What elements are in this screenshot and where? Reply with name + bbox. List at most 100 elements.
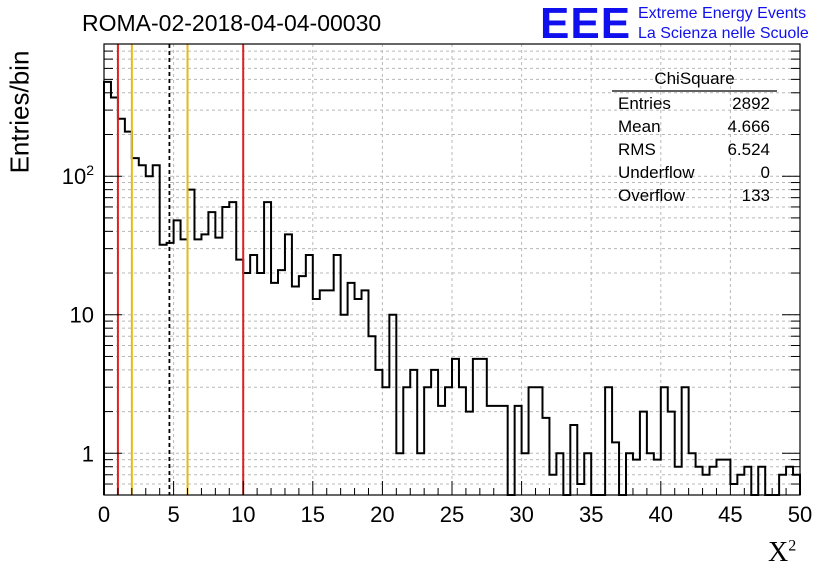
histogram-bin [459, 387, 466, 495]
histogram-bin [431, 370, 438, 495]
histogram-bin [577, 484, 584, 495]
histogram-bin [494, 406, 501, 495]
histogram-bin [549, 475, 556, 495]
histogram-bin [445, 387, 452, 495]
histogram-bin [723, 460, 730, 495]
histogram-bin [194, 239, 201, 495]
stats-key: Underflow [618, 163, 695, 182]
histogram-bin [612, 442, 619, 495]
histogram-bin [299, 276, 306, 495]
histogram-bin [250, 255, 257, 495]
histogram-bin [487, 406, 494, 495]
histogram-bin [501, 406, 508, 495]
y-tick-label-superscript: 2 [86, 162, 94, 178]
histogram-bin [661, 387, 668, 495]
x-tick-label: 20 [370, 502, 394, 527]
eee-logo: EEE [540, 0, 632, 48]
histogram-bin [264, 202, 271, 495]
histogram-bin [174, 220, 181, 495]
x-tick-label: 45 [718, 502, 742, 527]
histogram-bin [730, 484, 737, 495]
histogram-bin [633, 460, 640, 495]
x-axis-label: X2 [768, 537, 796, 569]
histogram-bin [111, 97, 118, 495]
stats-value: 6.524 [727, 140, 770, 159]
stats-value: 4.666 [727, 117, 770, 136]
histogram-bin [306, 255, 313, 495]
y-tick-label: 10 [70, 303, 94, 328]
histogram-bin [536, 387, 543, 495]
histogram-bin [341, 315, 348, 495]
histogram-bin [737, 475, 744, 495]
histogram-bin [222, 207, 229, 495]
histogram-bin [515, 406, 522, 495]
histogram-bin [529, 387, 536, 495]
x-tick-label: 30 [509, 502, 533, 527]
stats-value: 0 [760, 163, 770, 182]
histogram-bin [146, 176, 153, 495]
histogram-bin [188, 190, 195, 495]
histogram-bin [215, 238, 222, 495]
histogram-bin [654, 460, 661, 495]
histogram-bin [334, 255, 341, 495]
histogram-bin [424, 387, 431, 495]
x-axis-label-superscript: 2 [788, 537, 797, 555]
histogram-bin [208, 212, 215, 495]
histogram-bin [758, 467, 765, 495]
stats-value: 133 [741, 186, 770, 205]
logo-line-2: La Scienza nelle Scuole [638, 25, 809, 42]
histogram-outline [103, 80, 801, 496]
histogram-bin [181, 239, 188, 495]
histogram-bin [675, 467, 682, 495]
histogram-bin [139, 165, 146, 495]
histogram-bin [229, 202, 236, 495]
x-axis-label-text: X [768, 537, 789, 568]
histogram [103, 80, 801, 496]
grid [104, 44, 800, 495]
histogram-bin [153, 165, 160, 495]
histogram-bin [744, 467, 751, 495]
histogram-bin [438, 406, 445, 495]
axis-ticks [103, 50, 801, 495]
y-tick-label: 102 [62, 162, 94, 189]
histogram-bin [292, 286, 299, 495]
histogram-bin [243, 273, 250, 495]
x-tick-label: 25 [440, 502, 464, 527]
histogram-bin [703, 475, 710, 495]
histogram-bin [125, 132, 132, 495]
stats-key: Mean [618, 117, 661, 136]
logo-line-1: Extreme Energy Events [638, 5, 807, 22]
histogram-bin [104, 82, 111, 495]
histogram-bin [793, 475, 800, 495]
histogram-bin [368, 336, 375, 495]
histogram-bin [375, 370, 382, 495]
histogram-bin [605, 387, 612, 495]
histogram-bin [542, 418, 549, 495]
stats-key: RMS [618, 140, 656, 159]
y-axis-label: Entries/bin [4, 50, 35, 174]
chart-title: ROMA-02-2018-04-04-00030 [82, 10, 382, 36]
histogram-bin [382, 387, 389, 495]
stats-key: Overflow [618, 186, 686, 205]
cut-lines [116, 44, 245, 495]
x-tick-label: 40 [649, 502, 673, 527]
x-tick-label: 15 [301, 502, 325, 527]
histogram-bin [278, 270, 285, 495]
histogram-bin [682, 387, 689, 495]
histogram-bin [710, 467, 717, 495]
histogram-bin [716, 460, 723, 495]
histogram-bin [696, 467, 703, 495]
x-tick-label: 0 [98, 502, 110, 527]
x-tick-label: 35 [579, 502, 603, 527]
histogram-bin [403, 387, 410, 495]
y-tick-label: 1 [82, 441, 94, 466]
histogram-bin [257, 273, 264, 495]
x-tick-label: 50 [788, 502, 812, 527]
x-tick-label: 5 [167, 502, 179, 527]
stats-key: Entries [618, 94, 671, 113]
histogram-bin [132, 158, 139, 495]
histogram-bin [779, 475, 786, 495]
histogram-bin [118, 119, 125, 495]
